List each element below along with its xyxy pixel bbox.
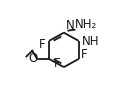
Text: N: N	[66, 19, 74, 32]
Text: NH₂: NH₂	[75, 18, 98, 31]
Text: O: O	[29, 52, 38, 65]
Text: NH: NH	[82, 35, 100, 48]
Text: F: F	[81, 48, 88, 61]
Text: F: F	[54, 57, 61, 70]
Text: F: F	[39, 38, 46, 51]
